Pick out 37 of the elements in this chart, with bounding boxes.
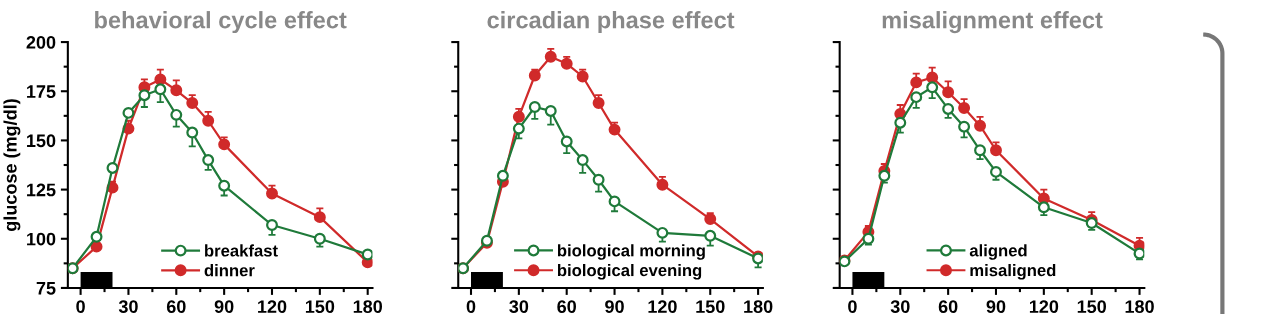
x-tick-label: 0 — [466, 300, 476, 314]
x-tick-label: 90 — [605, 300, 624, 314]
x-tick-label: 120 — [258, 300, 287, 314]
x-tick-label: 120 — [648, 300, 677, 314]
y-tick-label: 200 — [26, 36, 56, 49]
y-tick-label: 175 — [27, 85, 56, 98]
legend-label: dinner — [204, 264, 255, 277]
x-tick-label: 150 — [696, 300, 725, 314]
chart-title: misalignment effect — [882, 11, 1103, 34]
x-tick-label: 150 — [305, 300, 335, 314]
x-tick-label: 0 — [76, 300, 85, 314]
chart-title: circadian phase effect — [487, 11, 735, 34]
x-tick-label: 60 — [166, 300, 186, 314]
x-tick-label: 60 — [557, 300, 576, 314]
x-tick-label: 180 — [1125, 300, 1154, 314]
x-tick-label: 0 — [848, 300, 857, 314]
y-tick-label: 75 — [36, 282, 56, 295]
y-tick-label: 125 — [27, 183, 56, 197]
x-tick-label: 30 — [509, 300, 529, 314]
legend-label: biological evening — [557, 264, 702, 280]
x-tick-label: 90 — [214, 300, 234, 314]
chart-title: behavioral cycle effect — [95, 11, 347, 34]
x-tick-label: 180 — [744, 300, 773, 314]
y-tick-label: 150 — [27, 134, 56, 148]
legend-label: misaligned — [970, 264, 1056, 280]
x-tick-label: 30 — [890, 300, 910, 314]
legend-label: aligned — [969, 244, 1027, 260]
legend-label: breakfast — [205, 244, 278, 257]
y-tick-label: 100 — [27, 232, 56, 246]
x-tick-label: 150 — [1077, 300, 1107, 314]
x-tick-label: 90 — [986, 300, 1006, 314]
x-tick-label: 120 — [1029, 300, 1059, 314]
y-axis-title: glucose (mg/dl) — [3, 99, 21, 231]
legend-label: biological morning — [557, 244, 705, 260]
x-tick-label: 30 — [118, 300, 138, 314]
x-tick-label: 60 — [938, 300, 958, 314]
x-tick-label: 180 — [353, 300, 383, 314]
